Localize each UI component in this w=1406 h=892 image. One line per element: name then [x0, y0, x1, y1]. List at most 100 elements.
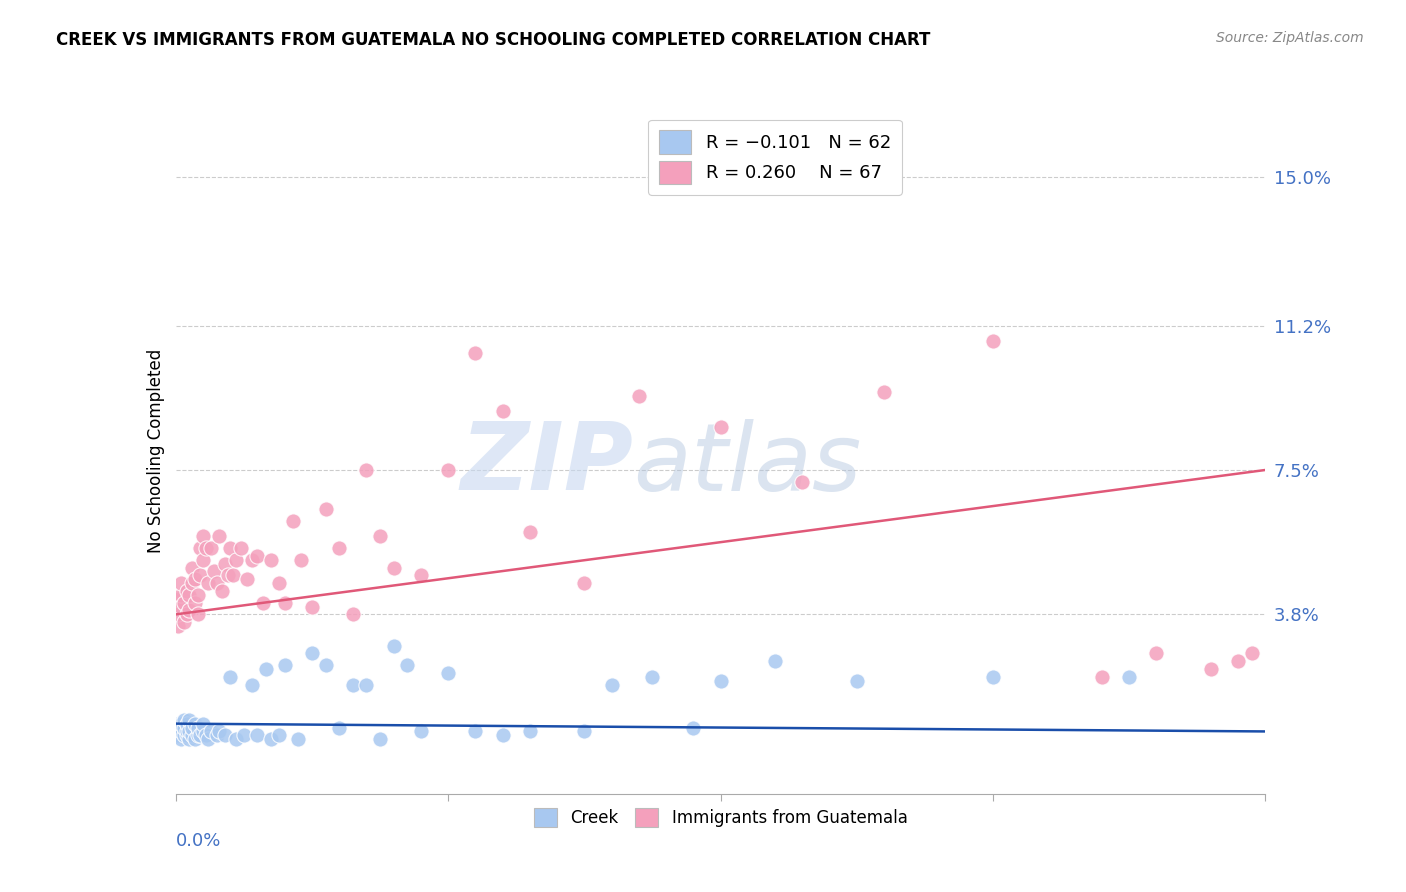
- Point: [217, 568, 239, 582]
- Point: [188, 728, 211, 742]
- Point: [792, 475, 814, 489]
- Point: [219, 541, 242, 555]
- Point: [519, 525, 541, 540]
- Point: [246, 728, 269, 742]
- Point: [188, 568, 211, 582]
- Point: [186, 607, 209, 622]
- Point: [167, 724, 190, 739]
- Text: Source: ZipAtlas.com: Source: ZipAtlas.com: [1216, 31, 1364, 45]
- Point: [167, 591, 190, 606]
- Point: [437, 665, 460, 680]
- Point: [981, 670, 1004, 684]
- Point: [170, 732, 193, 747]
- Point: [301, 599, 323, 614]
- Text: 0.0%: 0.0%: [176, 831, 221, 850]
- Point: [290, 552, 312, 567]
- Point: [173, 721, 195, 735]
- Point: [170, 599, 193, 614]
- Point: [281, 514, 304, 528]
- Point: [205, 576, 228, 591]
- Point: [641, 670, 664, 684]
- Point: [186, 728, 209, 742]
- Point: [176, 607, 198, 622]
- Point: [181, 721, 204, 735]
- Point: [191, 724, 214, 739]
- Point: [574, 724, 596, 739]
- Point: [710, 420, 733, 434]
- Point: [222, 568, 245, 582]
- Point: [356, 678, 378, 692]
- Point: [225, 732, 247, 747]
- Point: [200, 541, 222, 555]
- Point: [191, 552, 214, 567]
- Point: [232, 728, 254, 742]
- Point: [315, 658, 337, 673]
- Point: [202, 565, 225, 579]
- Point: [191, 529, 214, 543]
- Point: [186, 588, 209, 602]
- Point: [382, 639, 405, 653]
- Point: [328, 721, 350, 735]
- Point: [167, 716, 190, 731]
- Text: ZIP: ZIP: [461, 418, 633, 510]
- Point: [197, 576, 219, 591]
- Point: [464, 346, 486, 360]
- Point: [179, 588, 201, 602]
- Point: [240, 678, 263, 692]
- Point: [194, 541, 217, 555]
- Point: [235, 572, 257, 586]
- Text: atlas: atlas: [633, 418, 862, 509]
- Point: [181, 728, 204, 742]
- Point: [176, 728, 198, 742]
- Point: [211, 584, 233, 599]
- Point: [342, 678, 364, 692]
- Point: [981, 334, 1004, 349]
- Point: [167, 619, 190, 633]
- Point: [176, 716, 198, 731]
- Point: [173, 713, 195, 727]
- Point: [170, 716, 193, 731]
- Point: [1091, 670, 1114, 684]
- Point: [179, 724, 201, 739]
- Point: [492, 728, 515, 742]
- Point: [246, 549, 269, 563]
- Point: [409, 724, 432, 739]
- Point: [368, 732, 391, 747]
- Point: [1227, 654, 1250, 668]
- Point: [167, 728, 190, 742]
- Point: [710, 673, 733, 688]
- Point: [269, 576, 291, 591]
- Point: [260, 732, 283, 747]
- Point: [205, 728, 228, 742]
- Point: [368, 529, 391, 543]
- Point: [208, 529, 231, 543]
- Point: [179, 603, 201, 617]
- Point: [315, 502, 337, 516]
- Point: [225, 552, 247, 567]
- Point: [260, 552, 283, 567]
- Point: [574, 576, 596, 591]
- Point: [382, 560, 405, 574]
- Point: [179, 732, 201, 747]
- Point: [1199, 662, 1222, 676]
- Point: [328, 541, 350, 555]
- Y-axis label: No Schooling Completed: No Schooling Completed: [146, 349, 165, 552]
- Point: [170, 588, 193, 602]
- Point: [173, 615, 195, 630]
- Point: [492, 404, 515, 418]
- Point: [240, 552, 263, 567]
- Point: [269, 728, 291, 742]
- Point: [181, 576, 204, 591]
- Point: [763, 654, 786, 668]
- Point: [188, 541, 211, 555]
- Point: [1240, 646, 1263, 660]
- Point: [194, 728, 217, 742]
- Point: [342, 607, 364, 622]
- Point: [214, 557, 236, 571]
- Point: [184, 572, 207, 586]
- Point: [184, 716, 207, 731]
- Point: [873, 384, 896, 399]
- Point: [231, 541, 253, 555]
- Point: [274, 596, 297, 610]
- Point: [1144, 646, 1167, 660]
